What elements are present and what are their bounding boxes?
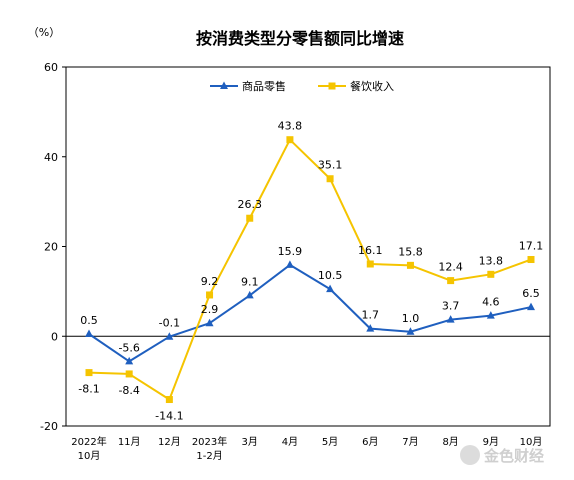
- y-tick-label: 40: [44, 151, 58, 164]
- legend-label: 餐饮收入: [350, 79, 394, 93]
- series-point: [406, 261, 414, 269]
- data-label: 17.1: [519, 240, 544, 253]
- plot-frame: [65, 66, 551, 427]
- data-label: -8.1: [78, 383, 99, 396]
- data-label: -14.1: [155, 410, 183, 423]
- series-point: [366, 324, 375, 332]
- series-point: [366, 260, 374, 268]
- x-tick-label: 9月: [483, 436, 499, 448]
- series-point: [486, 311, 495, 319]
- series-point: [206, 291, 214, 299]
- series-point: [326, 175, 334, 183]
- y-tick-label: 60: [44, 61, 58, 74]
- axes: -20 0 20 40 60 2022年 10月 11月 12月 2023年 1-2月 3月 4月 5月 6…: [40, 61, 551, 462]
- series-point: [447, 277, 455, 285]
- data-label: 1.0: [402, 312, 420, 325]
- series-point: [85, 369, 93, 377]
- x-tick-label: 4月: [282, 436, 298, 448]
- data-label: 16.1: [358, 244, 383, 257]
- legend-label: 商品零售: [242, 79, 286, 93]
- series-point: [487, 270, 495, 278]
- data-label: 1.7: [362, 309, 380, 322]
- watermark: 金色财经: [460, 445, 544, 465]
- data-label: 2.9: [201, 303, 219, 316]
- data-label: 9.1: [241, 275, 259, 288]
- x-tick-label: 11月: [118, 436, 141, 448]
- y-tick-label: 0: [51, 330, 58, 343]
- y-tick-label: -20: [40, 420, 58, 433]
- series-point: [527, 256, 535, 264]
- y-axis-unit: （%）: [28, 26, 60, 39]
- legend: 商品零售 餐饮收入: [210, 79, 394, 93]
- series-point: [205, 318, 214, 327]
- series-layer: [85, 136, 535, 404]
- x-tick-label: 10月: [78, 450, 101, 462]
- data-label: 13.8: [479, 254, 504, 267]
- data-label: 26.3: [237, 198, 262, 211]
- series-line-0: [88, 263, 532, 363]
- data-label: 6.5: [522, 287, 540, 300]
- series-point: [165, 332, 174, 340]
- series-point: [85, 329, 93, 338]
- data-label: 43.8: [278, 120, 303, 133]
- data-label: 35.1: [318, 159, 343, 172]
- watermark-logo-icon: [460, 445, 480, 465]
- x-tick-label: 2023年: [192, 435, 227, 448]
- x-tick-label: 7月: [402, 436, 418, 448]
- x-tick-label: 12月: [158, 436, 181, 448]
- series-point: [245, 290, 254, 299]
- series-line-1: [88, 138, 532, 401]
- x-tick-label: 6月: [362, 436, 378, 448]
- data-label: 4.6: [482, 296, 500, 309]
- data-label: -8.4: [118, 384, 139, 397]
- data-label: 12.4: [438, 261, 463, 274]
- legend-marker: [220, 81, 228, 89]
- legend-marker: [328, 82, 336, 90]
- data-label: 9.2: [201, 275, 219, 288]
- data-labels: 0.5 -5.6 -0.1 2.9 9.1 15.9 10.5 1.7 1.0 3.7 4.6 6.5…: [78, 120, 543, 423]
- data-label: 3.7: [442, 300, 460, 313]
- data-label: -5.6: [118, 341, 139, 354]
- x-tick-label: 8月: [442, 436, 458, 448]
- data-label: 15.8: [398, 245, 423, 258]
- data-label: 15.9: [278, 245, 303, 258]
- series-point: [246, 214, 254, 222]
- data-label: 0.5: [80, 314, 98, 327]
- y-tick-label: 20: [44, 241, 58, 254]
- series-point: [285, 260, 294, 268]
- chart-title: 按消费类型分零售额同比增速: [196, 29, 404, 48]
- series-point: [125, 356, 134, 365]
- series-point: [125, 370, 133, 378]
- x-tick-label: 2022年: [71, 435, 106, 448]
- series-point: [446, 315, 455, 323]
- series-point: [527, 302, 535, 311]
- x-tick-label: 5月: [322, 436, 338, 448]
- x-tick-label: 10月: [520, 436, 543, 448]
- series-point: [286, 136, 294, 144]
- data-label: -0.1: [159, 317, 180, 330]
- data-label: 10.5: [318, 269, 343, 282]
- x-tick-label: 3月: [242, 436, 258, 448]
- watermark-text: 金色财经: [483, 447, 544, 465]
- series-point: [326, 284, 335, 293]
- series-point: [406, 327, 415, 335]
- series-point: [165, 396, 173, 404]
- x-tick-label: 1-2月: [196, 450, 222, 462]
